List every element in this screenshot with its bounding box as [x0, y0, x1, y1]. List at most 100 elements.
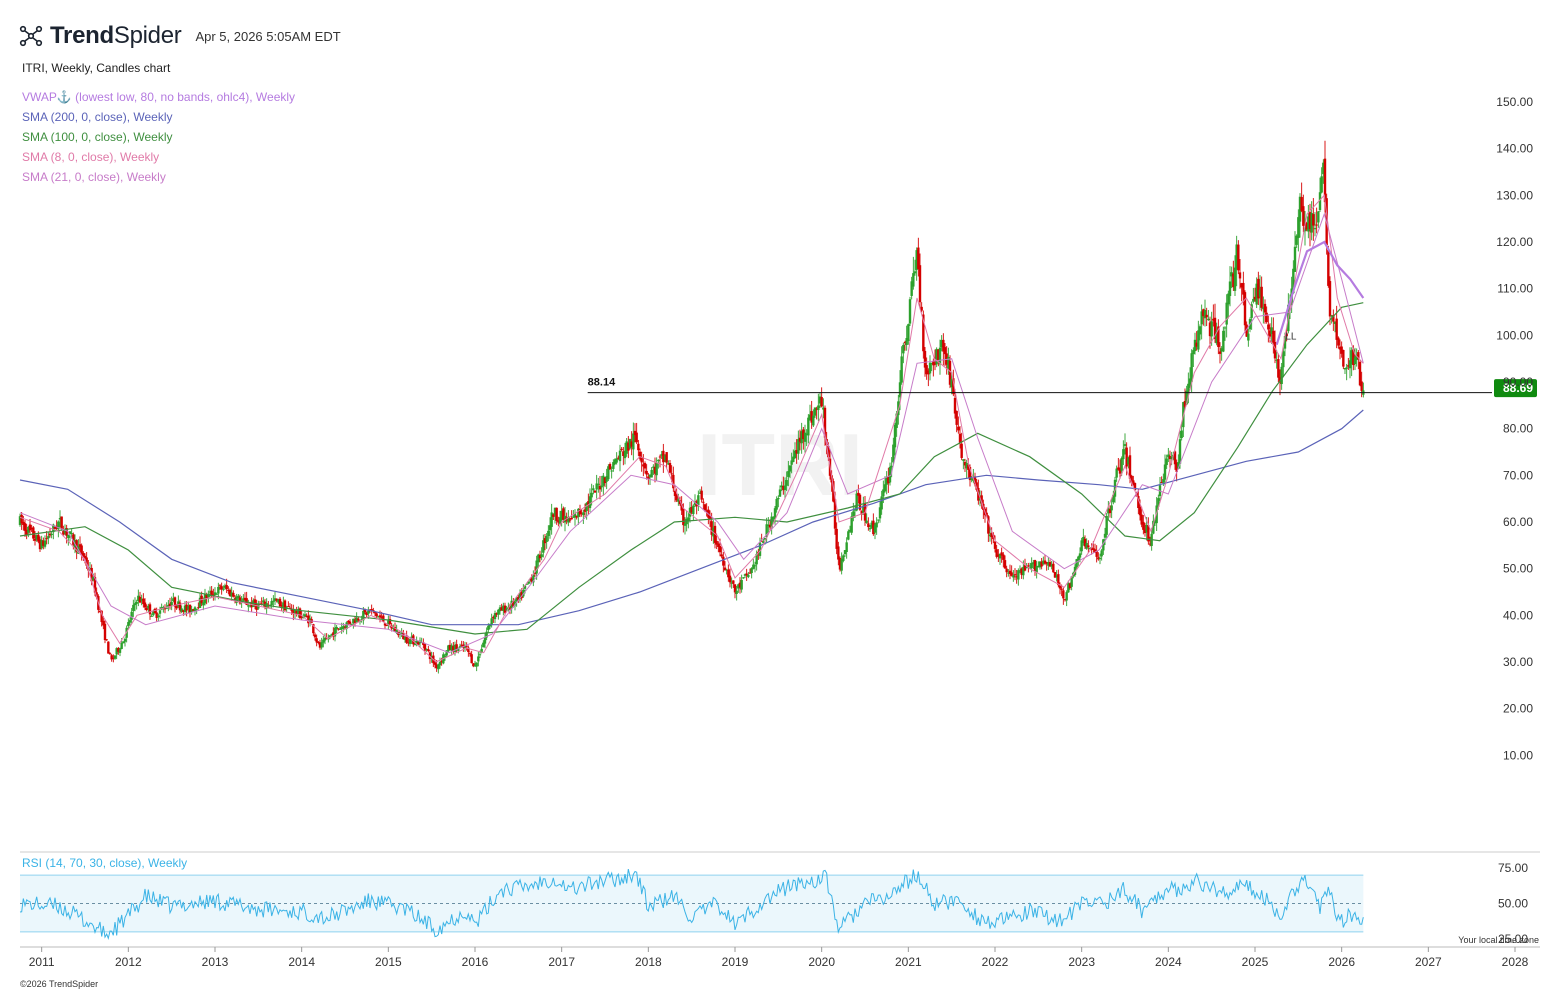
candle-up[interactable]: [297, 606, 300, 618]
candle-down[interactable]: [835, 522, 838, 555]
candle-up[interactable]: [650, 467, 653, 478]
candle-down[interactable]: [957, 416, 960, 434]
candle-up[interactable]: [387, 615, 390, 630]
candle-down[interactable]: [197, 602, 200, 610]
candle-up[interactable]: [1255, 277, 1258, 309]
candle-down[interactable]: [1053, 571, 1057, 578]
candle-up[interactable]: [132, 599, 135, 617]
candle-up[interactable]: [1163, 454, 1167, 487]
candle-down[interactable]: [1132, 475, 1135, 486]
candle-down[interactable]: [987, 515, 990, 542]
candle-down[interactable]: [857, 484, 860, 504]
candle-down[interactable]: [782, 476, 785, 495]
candle-down[interactable]: [557, 516, 560, 527]
candle-down[interactable]: [925, 357, 928, 380]
candle-down[interactable]: [227, 586, 230, 595]
candle-up[interactable]: [1348, 347, 1352, 379]
candle-down[interactable]: [405, 630, 408, 645]
candle-down[interactable]: [173, 596, 177, 613]
candle-up[interactable]: [807, 414, 810, 444]
candle-down[interactable]: [1315, 207, 1318, 234]
candle-down[interactable]: [1242, 271, 1245, 306]
candle-up[interactable]: [187, 601, 190, 614]
candle-up[interactable]: [902, 342, 905, 364]
candle-up[interactable]: [157, 613, 160, 622]
candle-down[interactable]: [823, 405, 827, 446]
candle-down[interactable]: [347, 619, 350, 625]
candle-up[interactable]: [542, 534, 545, 558]
candle-down[interactable]: [630, 431, 633, 456]
candle-down[interactable]: [1357, 350, 1360, 370]
candle-up[interactable]: [170, 596, 173, 611]
candle-down[interactable]: [578, 504, 582, 518]
candle-up[interactable]: [547, 525, 550, 542]
candle-up[interactable]: [762, 538, 765, 544]
candle-down[interactable]: [1040, 558, 1043, 570]
candle-down[interactable]: [798, 429, 802, 451]
candle-down[interactable]: [665, 452, 668, 468]
candle-up[interactable]: [338, 626, 342, 630]
candle-down[interactable]: [768, 519, 772, 532]
candle-up[interactable]: [130, 607, 133, 624]
candle-up[interactable]: [623, 442, 627, 465]
candle-up[interactable]: [68, 531, 72, 542]
candle-down[interactable]: [1305, 221, 1308, 232]
candle-up[interactable]: [1038, 561, 1042, 570]
candle-up[interactable]: [425, 648, 428, 652]
candle-up[interactable]: [618, 444, 622, 472]
candle-up[interactable]: [950, 371, 953, 395]
candle-up[interactable]: [868, 524, 872, 532]
candle-down[interactable]: [1342, 349, 1345, 370]
candle-down[interactable]: [1260, 276, 1263, 312]
candle-down[interactable]: [163, 604, 167, 614]
candle-down[interactable]: [238, 594, 242, 605]
candle-up[interactable]: [1035, 561, 1038, 579]
candle-up[interactable]: [588, 488, 592, 513]
candle-up[interactable]: [1210, 311, 1213, 346]
candle-down[interactable]: [178, 599, 182, 614]
legend-vwap[interactable]: VWAP⚓ (lowest low, 80, no bands, ohlc4),…: [22, 90, 296, 104]
candle-down[interactable]: [860, 510, 863, 521]
candle-up[interactable]: [803, 424, 807, 453]
candle-down[interactable]: [1238, 259, 1242, 289]
candle-up[interactable]: [1042, 556, 1045, 566]
candle-up[interactable]: [223, 583, 227, 590]
candle-up[interactable]: [1153, 519, 1157, 527]
candle-down[interactable]: [407, 637, 410, 647]
candle-up[interactable]: [1203, 299, 1207, 327]
candle-down[interactable]: [373, 611, 377, 617]
candle-up[interactable]: [667, 460, 670, 465]
candle-down[interactable]: [78, 536, 82, 555]
candle-up[interactable]: [595, 474, 598, 499]
candle-down[interactable]: [503, 602, 507, 616]
candle-down[interactable]: [1195, 331, 1198, 351]
candle-up[interactable]: [788, 465, 792, 479]
candle-down[interactable]: [1097, 552, 1100, 561]
candle-down[interactable]: [1117, 457, 1120, 471]
candle-up[interactable]: [697, 490, 700, 511]
candle-down[interactable]: [538, 550, 542, 563]
candle-up[interactable]: [150, 613, 153, 617]
candle-down[interactable]: [287, 601, 290, 608]
candle-up[interactable]: [1275, 349, 1278, 369]
candle-up[interactable]: [1252, 287, 1255, 304]
candle-down[interactable]: [470, 650, 473, 664]
candle-up[interactable]: [930, 362, 933, 372]
candle-up[interactable]: [1070, 575, 1073, 591]
candle-up[interactable]: [885, 471, 888, 495]
candle-down[interactable]: [42, 537, 45, 550]
candle-up[interactable]: [928, 355, 932, 381]
candle-down[interactable]: [455, 639, 458, 653]
candle-down[interactable]: [218, 583, 222, 590]
candle-up[interactable]: [962, 459, 965, 470]
candle-down[interactable]: [633, 423, 637, 443]
candle-down[interactable]: [810, 400, 813, 429]
candle-up[interactable]: [527, 581, 530, 585]
candle-down[interactable]: [467, 645, 470, 657]
candle-down[interactable]: [417, 640, 420, 645]
candle-up[interactable]: [485, 627, 488, 641]
candle-up[interactable]: [893, 422, 897, 456]
candle-up[interactable]: [965, 459, 968, 479]
candle-down[interactable]: [1002, 552, 1005, 568]
candle-down[interactable]: [1173, 450, 1177, 470]
